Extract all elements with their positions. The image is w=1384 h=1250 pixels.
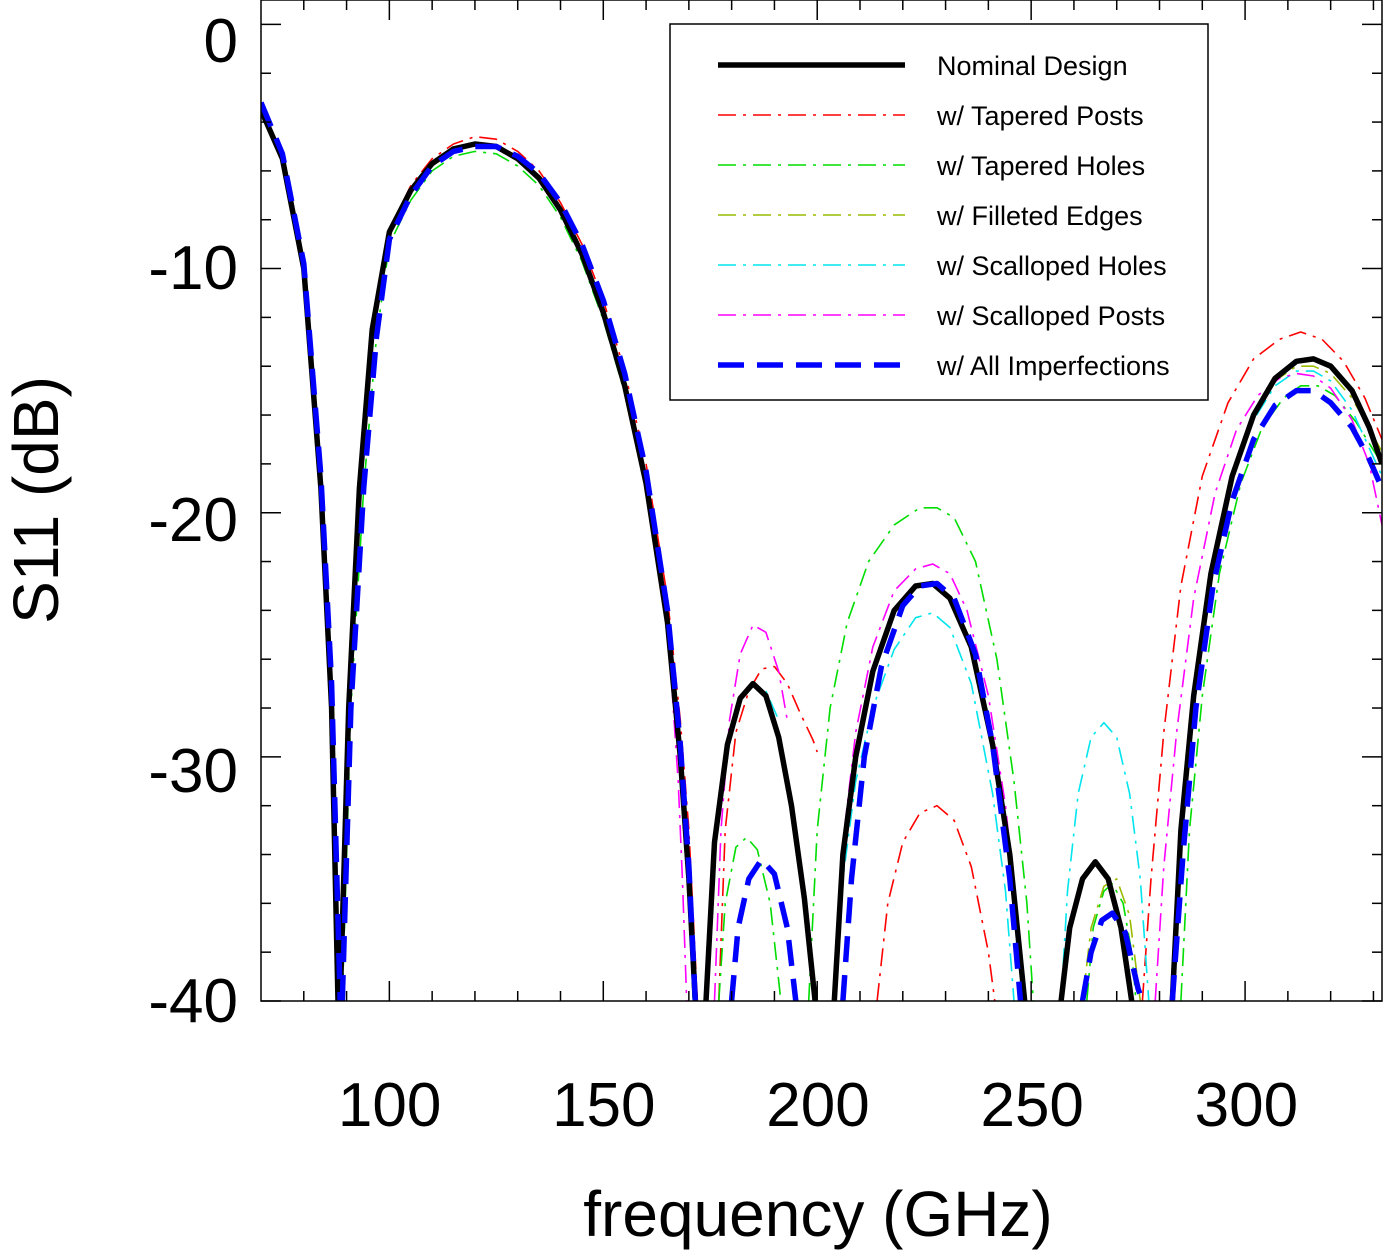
series-nominal-design-segment-5 <box>1058 859 1135 1001</box>
legend-label-scalloped-holes: w/ Scalloped Holes <box>936 251 1167 281</box>
y-tick-label-0: 0 <box>204 7 238 76</box>
y-tick-label-minus30: -30 <box>148 737 238 806</box>
series-w-scalloped-posts-segment-5 <box>1154 372 1382 1001</box>
series-w-scalloped-holes-segment-2 <box>339 143 697 1001</box>
series-w-all-imperfections-segment-6 <box>1169 387 1382 1001</box>
series-w-tapered-holes-segment-3 <box>718 836 782 1001</box>
series-w-tapered-posts-segment-5 <box>1141 331 1382 1001</box>
series-w-all-imperfections-segment-5 <box>1079 910 1145 1001</box>
series-w-scalloped-posts-segment-3 <box>713 624 789 1001</box>
y-tick-label-minus20: -20 <box>148 486 238 555</box>
series-nominal-design-segment-6 <box>1169 356 1382 1001</box>
y-tick-label-minus10: -10 <box>148 234 238 303</box>
y-tick-labels: 0 -10 -20 -30 -40 <box>148 7 238 1036</box>
series-w-tapered-holes-segment-4 <box>807 506 1035 1001</box>
series-w-tapered-posts-segment-4 <box>876 804 996 1001</box>
series-w-tapered-posts-segment-2 <box>339 135 699 1001</box>
series-w-tapered-posts-segment-3 <box>718 665 818 1001</box>
legend-label-tapered-holes: w/ Tapered Holes <box>936 151 1145 181</box>
x-tick-label-300: 300 <box>1195 1071 1298 1140</box>
x-axis-ticks <box>303 0 1375 1001</box>
y-axis-ticks <box>261 23 1382 1002</box>
x-tick-label-100: 100 <box>338 1071 441 1140</box>
x-axis-title: frequency (GHz) <box>583 1178 1052 1250</box>
series-w-tapered-holes-segment-5 <box>1086 882 1137 1001</box>
series-w-scalloped-holes-segment-5 <box>1060 721 1150 1001</box>
series-w-all-imperfections-segment-4 <box>840 580 1024 1001</box>
x-tick-labels: 100 150 200 250 300 <box>338 1071 1298 1140</box>
series-w-scalloped-posts-segment-4 <box>833 563 1024 1001</box>
legend-box <box>669 23 1209 401</box>
series-w-tapered-holes-segment-2 <box>341 150 694 1001</box>
legend: Nominal Design w/ Tapered Posts w/ Taper… <box>669 23 1209 401</box>
legend-samples <box>718 62 905 368</box>
x-tick-label-250: 250 <box>980 1071 1083 1140</box>
y-tick-label-minus40: -40 <box>148 967 238 1036</box>
plot-frame <box>260 0 1383 1002</box>
series-w-all-imperfections-segment-2 <box>339 143 699 1001</box>
series-w-filleted-edges-segment-2 <box>339 143 697 1001</box>
x-tick-label-200: 200 <box>766 1071 869 1140</box>
legend-label-nominal-design: Nominal Design <box>937 51 1128 81</box>
x-tick-label-150: 150 <box>552 1071 655 1140</box>
series-w-tapered-holes-segment-6 <box>1180 384 1382 1001</box>
series-w-all-imperfections <box>261 101 1382 1001</box>
series-nominal-design-segment-2 <box>337 141 699 1001</box>
legend-label-scalloped-posts: w/ Scalloped Posts <box>936 301 1165 331</box>
series-nominal-design-segment-1 <box>261 108 341 1001</box>
series-nominal-design-segment-3 <box>703 680 818 1001</box>
legend-label-all-imperfections: w/ All Imperfections <box>936 351 1170 381</box>
legend-label-tapered-posts: w/ Tapered Posts <box>936 101 1144 131</box>
y-axis-title: S11 (dB) <box>0 376 72 624</box>
series-layer <box>261 101 1382 1001</box>
series-w-scalloped-posts-segment-2 <box>339 143 688 1001</box>
series-w-all-imperfections-segment-3 <box>728 856 799 1001</box>
legend-label-filleted-edges: w/ Filleted Edges <box>936 201 1143 231</box>
series-w-all-imperfections-segment-1 <box>261 101 343 1001</box>
series-w-filleted-edges-segment-5 <box>1081 878 1142 1001</box>
